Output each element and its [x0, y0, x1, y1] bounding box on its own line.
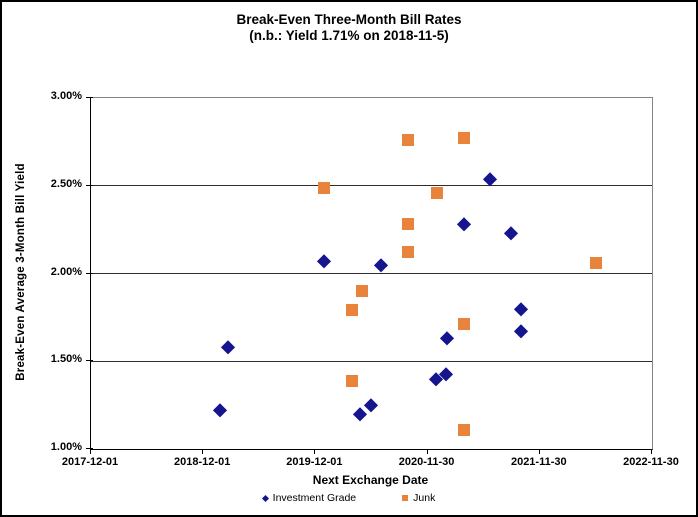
data-point-investment-grade [514, 324, 528, 339]
data-point-junk [589, 256, 602, 269]
x-tick-mark [314, 449, 316, 454]
data-point-junk [458, 423, 471, 436]
data-point-junk [402, 218, 415, 231]
y-tick-mark [86, 272, 93, 274]
chart-title-line2: (n.b.: Yield 1.71% on 2018-11-5) [249, 28, 449, 43]
data-point-investment-grade [353, 407, 367, 421]
data-point-investment-grade [316, 254, 331, 268]
x-tick-label: 2021-11-30 [510, 456, 567, 468]
data-point-junk [317, 181, 330, 194]
plot-area [90, 97, 653, 450]
data-point-junk [458, 318, 471, 331]
data-point-investment-grade [364, 398, 378, 412]
junk-square-icon [402, 495, 409, 501]
data-point-investment-grade [503, 226, 518, 240]
legend-item-investment-grade: Investment Grade [261, 492, 357, 504]
y-tick-mark [86, 97, 93, 98]
y-tick-label: 2.00% [50, 265, 82, 278]
data-point-investment-grade [457, 217, 472, 232]
y-tick-mark [86, 448, 93, 449]
data-point-junk [458, 132, 471, 145]
y-tick-label: 2.50% [50, 177, 82, 190]
x-axis-title: Next Exchange Date [312, 473, 429, 487]
investment-grade-diamond-icon [261, 494, 269, 502]
data-point-investment-grade [514, 301, 528, 316]
legend-label-junk: Junk [413, 492, 436, 504]
x-tick-label: 2020-11-30 [398, 456, 455, 468]
y-tick-mark [86, 360, 93, 362]
x-tick-label: 2022-11-30 [623, 456, 679, 468]
data-point-junk [401, 134, 414, 147]
y-axis-title: Break-Even Average 3-Month Bill Yield [15, 163, 27, 381]
x-tick-label: 2019-12-01 [286, 456, 343, 468]
legend: Investment Grade Junk [2, 492, 696, 504]
data-point-junk [402, 246, 415, 259]
chart-title-line1: Break-Even Three-Month Bill Rates [236, 12, 462, 27]
data-point-junk [346, 304, 359, 317]
x-tick-mark [202, 449, 204, 454]
data-point-junk [430, 186, 443, 199]
y-gridline [91, 273, 652, 274]
legend-item-junk: Junk [402, 492, 435, 504]
y-gridline [91, 185, 652, 187]
x-tick-label: 2017-12-01 [61, 456, 119, 468]
y-tick-label: 3.00% [50, 90, 82, 102]
chart-title: Break-Even Three-Month Bill Rates (n.b.:… [2, 12, 696, 44]
data-point-investment-grade [483, 172, 498, 186]
data-point-investment-grade [373, 258, 388, 272]
data-point-investment-grade [440, 331, 454, 346]
x-tick-mark [426, 449, 428, 454]
data-point-investment-grade [213, 403, 227, 418]
x-tick-mark [538, 449, 540, 454]
x-tick-mark [90, 449, 91, 454]
y-tick-label: 1.00% [50, 441, 82, 453]
x-tick-label: 2018-12-01 [174, 456, 231, 468]
y-tick-label: 1.50% [50, 353, 82, 366]
y-gridline [91, 360, 652, 362]
x-tick-mark [651, 449, 652, 454]
data-point-junk [355, 285, 368, 298]
y-tick-mark [86, 184, 93, 186]
data-point-junk [346, 374, 359, 387]
legend-label-investment-grade: Investment Grade [272, 492, 357, 504]
data-point-investment-grade [221, 340, 235, 354]
